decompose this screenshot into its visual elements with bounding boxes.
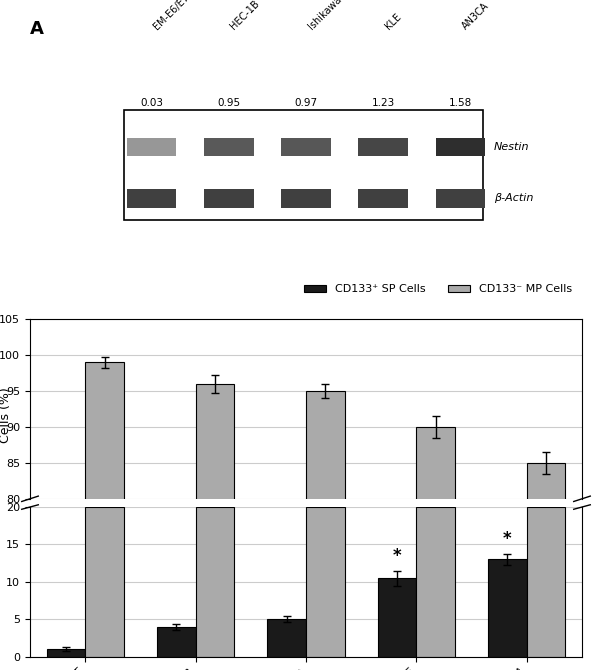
Bar (358, 137, 408, 156)
Text: Nestin: Nestin (494, 142, 529, 152)
Text: 0.95: 0.95 (217, 98, 240, 108)
Bar (47, 649, 85, 657)
Bar (527, 463, 565, 670)
Text: 1.23: 1.23 (371, 98, 395, 108)
Bar (436, 137, 485, 156)
Bar (416, 427, 455, 670)
Text: Cells (%): Cells (%) (0, 387, 13, 444)
Bar (436, 189, 485, 208)
Bar (281, 189, 331, 208)
Bar (268, 619, 306, 657)
Bar (127, 189, 176, 208)
Legend: CD133⁺ SP Cells, CD133⁻ MP Cells: CD133⁺ SP Cells, CD133⁻ MP Cells (299, 280, 577, 299)
Text: *: * (393, 547, 401, 565)
Bar (196, 507, 234, 657)
Text: Ishikawa: Ishikawa (306, 0, 343, 31)
Text: *: * (503, 530, 512, 548)
Bar (85, 362, 124, 670)
Bar (124, 110, 482, 220)
Bar (416, 507, 455, 657)
Text: EM-E6/E7-TERT: EM-E6/E7-TERT (151, 0, 210, 31)
Text: KLE: KLE (383, 11, 403, 31)
Text: A: A (30, 20, 44, 38)
Bar (85, 507, 124, 657)
Bar (204, 189, 254, 208)
Bar (196, 384, 234, 670)
Bar (358, 189, 408, 208)
Bar (378, 578, 416, 657)
Bar (527, 507, 565, 657)
Text: 0.03: 0.03 (140, 98, 163, 108)
Text: AN3CA: AN3CA (461, 1, 491, 31)
Bar (127, 137, 176, 156)
Text: HEC-1B: HEC-1B (229, 0, 262, 31)
Bar (306, 391, 344, 670)
Text: 1.58: 1.58 (449, 98, 472, 108)
Text: 0.97: 0.97 (295, 98, 317, 108)
Bar (157, 626, 196, 657)
Bar (204, 137, 254, 156)
Bar (281, 137, 331, 156)
Bar (306, 507, 344, 657)
Text: β-Actin: β-Actin (494, 194, 533, 204)
Bar (488, 559, 527, 657)
